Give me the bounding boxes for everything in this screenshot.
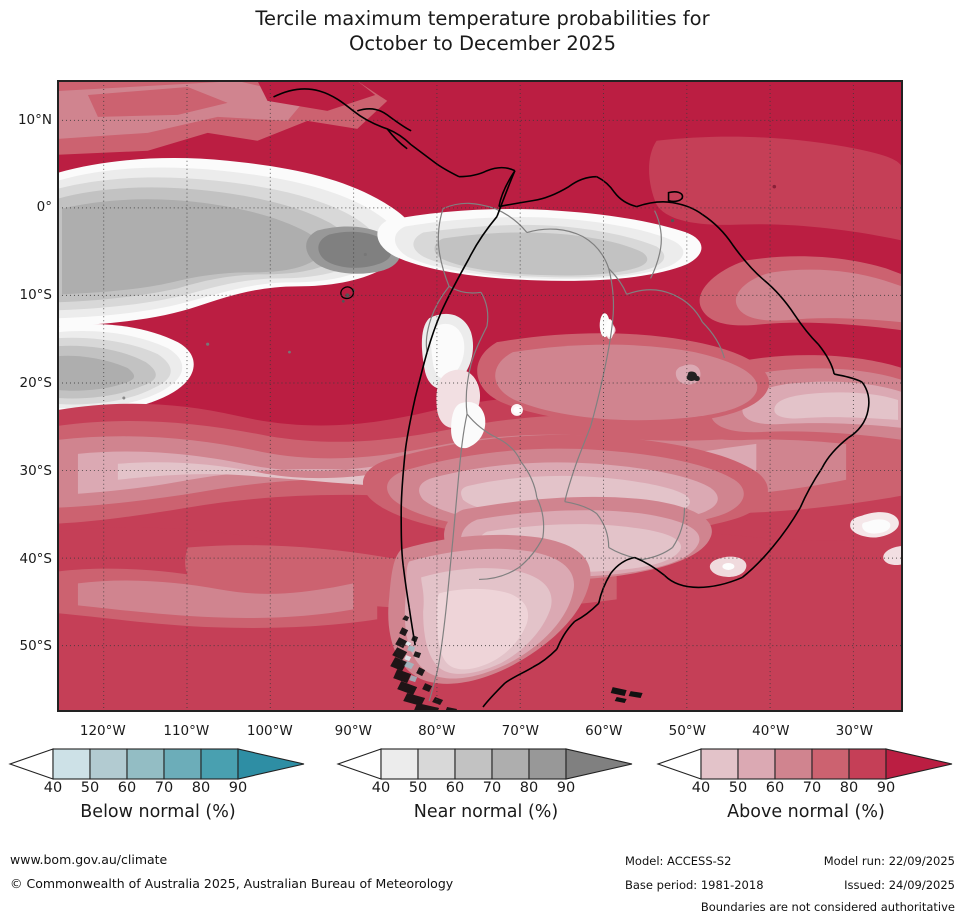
title-line-1: Tercile maximum temperature probabilitie… [255,7,710,30]
y-tick-50S: 50°S [19,638,53,655]
cbar1-tick-80: 80 [191,780,211,796]
x-tick-70W: 70°W [501,723,539,739]
y-tick-0: 0° [36,199,52,216]
cbar1-tick-50: 50 [80,780,100,796]
x-tick-60W: 60°W [585,723,623,739]
y-tick-20S: 20°S [19,374,53,391]
y-tick-10N: 10°N [17,111,52,128]
footer-issued: Issued: 24/09/2025 [844,878,955,892]
colorbar-near-normal-title: Near normal (%) [413,802,559,822]
colorbar-below-normal-swatches [8,748,305,780]
cbar1-tick-60: 60 [117,780,137,796]
cbar3-tick-90: 90 [876,780,896,796]
colorbar-near-normal: 40 50 60 70 80 90 Near normal (%) [336,748,636,838]
cbar3-tick-60: 60 [765,780,785,796]
footer-website[interactable]: www.bom.gov.au/climate [10,852,168,867]
x-tick-100W: 100°W [246,723,293,739]
title-line-2: October to December 2025 [349,32,616,55]
cbar2-tick-70: 70 [482,780,502,796]
x-tick-90W: 90°W [334,723,372,739]
map-plot-area [57,80,903,712]
cbar3-tick-80: 80 [839,780,859,796]
cbar3-tick-50: 50 [728,780,748,796]
cbar2-tick-80: 80 [519,780,539,796]
cbar1-tick-90: 90 [228,780,248,796]
x-tick-30W: 30°W [835,723,873,739]
colorbar-below-normal-ticks: 40 50 60 70 80 90 [8,780,308,800]
footer-model-run: Model run: 22/09/2025 [823,854,955,868]
footer-model: Model: ACCESS-S2 [625,854,732,868]
footer-copyright: © Commonwealth of Australia 2025, Austra… [10,876,454,891]
x-tick-40W: 40°W [752,723,790,739]
y-tick-40S: 40°S [19,550,53,567]
cbar2-tick-50: 50 [408,780,428,796]
footer-base-period: Base period: 1981-2018 [625,878,764,892]
cbar1-tick-70: 70 [154,780,174,796]
page-title: Tercile maximum temperature probabilitie… [0,6,965,56]
cbar2-tick-60: 60 [445,780,465,796]
colorbar-above-normal-swatches [656,748,953,780]
colorbar-near-normal-ticks: 40 50 60 70 80 90 [336,780,636,800]
cbar1-tick-40: 40 [43,780,63,796]
y-tick-10S: 10°S [19,287,53,304]
y-axis-ticks: 10°N 0° 10°S 20°S 30°S 40°S 50°S [0,80,52,712]
x-axis-ticks: 120°W 110°W 100°W 90°W 80°W 70°W 60°W 50… [57,723,903,743]
x-tick-110W: 110°W [163,723,210,739]
cbar3-tick-40: 40 [691,780,711,796]
cbar2-tick-90: 90 [556,780,576,796]
y-tick-30S: 30°S [19,462,53,479]
colorbar-below-normal: 40 50 60 70 80 90 Below normal (%) [8,748,308,838]
x-tick-120W: 120°W [79,723,126,739]
cbar2-tick-40: 40 [371,780,391,796]
colorbar-near-normal-swatches [336,748,633,780]
probability-contour-map [58,81,902,711]
x-tick-50W: 50°W [668,723,706,739]
colorbar-above-normal: 40 50 60 70 80 90 Above normal (%) [656,748,956,838]
colorbar-above-normal-ticks: 40 50 60 70 80 90 [656,780,956,800]
cbar3-tick-70: 70 [802,780,822,796]
colorbar-below-normal-title: Below normal (%) [80,802,236,822]
x-tick-80W: 80°W [418,723,456,739]
footer-disclaimer: Boundaries are not considered authoritat… [700,900,955,914]
colorbar-above-normal-title: Above normal (%) [727,802,885,822]
